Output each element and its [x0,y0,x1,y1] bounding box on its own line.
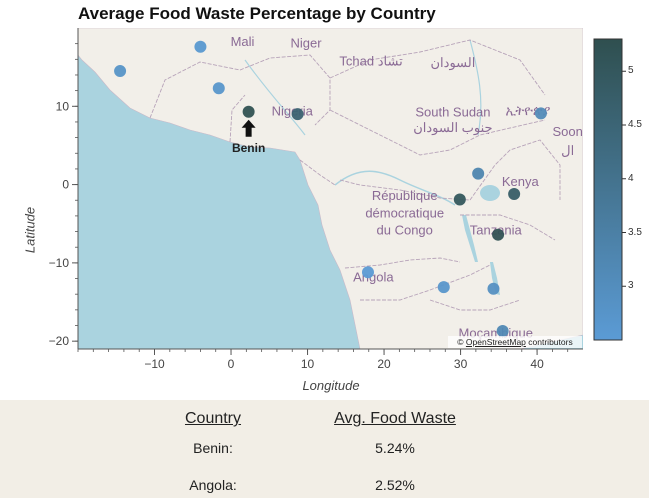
x-tick-label: 10 [301,357,315,371]
country-border [149,54,331,126]
table-row-value: 5.24% [375,440,415,456]
map-country-label: ال [561,143,574,158]
annotation-label: Benin [232,141,265,155]
chart-title: Average Food Waste Percentage by Country [78,4,436,23]
river [244,59,306,136]
map-country-label: Niger [290,36,322,51]
country-border [460,214,556,241]
y-tick-label: −10 [49,256,70,270]
annotation-arrow [241,119,256,137]
river [469,39,482,136]
y-tick-label: 10 [56,99,70,113]
summary-table: Country Avg. Food Waste Benin: 5.24% Ang… [0,400,649,498]
data-point[interactable] [361,266,374,279]
country-border [344,257,461,269]
map-country-label: السودان [431,55,476,71]
country-border [329,109,546,156]
land-mass [78,28,583,349]
map-country-label: South Sudan [415,104,490,119]
country-border [360,264,491,301]
river [334,170,456,206]
y-axis-label: Latitude [22,206,38,254]
colorbar-tick-label: 3 [628,280,634,292]
data-point[interactable] [242,105,255,118]
x-tick-label: −10 [144,357,165,371]
colorbar-tick-label: 5 [628,65,634,77]
x-tick-label: 0 [228,357,235,371]
map-attribution: © OpenStreetMap contributors [448,336,582,348]
map-country-label: Mali [231,34,255,49]
x-tick-label: 30 [454,357,468,371]
country-border [329,39,546,96]
map-country-label: Tchad تشاد [339,54,403,69]
data-point[interactable] [508,187,521,200]
data-point[interactable] [291,108,304,121]
header-country: Country [184,410,242,427]
country-border [429,299,521,311]
header-avg-food-waste: Avg. Food Waste [334,410,456,427]
y-tick-label: 0 [62,178,69,192]
table-row-value: 2.52% [375,477,415,493]
colorbar-tick-label: 3.5 [628,226,642,238]
colorbar-tick-label: 4.5 [628,119,642,130]
data-point[interactable] [534,107,547,120]
x-tick-label: 20 [377,357,391,371]
country-border [229,94,246,143]
data-point[interactable] [472,167,485,180]
map-country-label: Kenya [502,174,540,189]
data-point[interactable] [496,324,509,337]
colorbar-tick-label: 4 [628,172,634,184]
map-country-label: جنوب السودان [413,120,492,136]
map-country-label: Soon [553,124,583,139]
x-axis-label: Longitude [302,378,360,393]
country-border [299,159,336,186]
map-country-label: démocratique [365,205,444,220]
data-point[interactable] [212,82,225,95]
colorbar [593,38,623,341]
y-tick-label: −20 [49,334,70,348]
table-row-country: Angola: [189,477,237,493]
lake-victoria [480,185,500,201]
country-border [339,179,471,201]
attribution-suffix: contributors [525,337,573,347]
map-country-label: du Congo [377,223,433,238]
data-point[interactable] [487,282,500,295]
country-border [469,139,561,201]
openstreetmap-link[interactable]: OpenStreetMap [465,337,526,347]
data-point[interactable] [194,40,207,53]
data-point[interactable] [114,65,127,78]
lake-tanganyika [462,215,478,262]
data-point[interactable] [453,193,466,206]
attribution-prefix: © [457,337,466,347]
chart-figure: Mali Niger Tchad تشاد السودان Nigeria South S… [22,4,642,393]
data-point[interactable] [492,228,505,241]
map-country-label: République [372,188,438,203]
data-point[interactable] [437,281,450,294]
x-tick-label: 40 [530,357,544,371]
table-row-country: Benin: [193,440,233,456]
